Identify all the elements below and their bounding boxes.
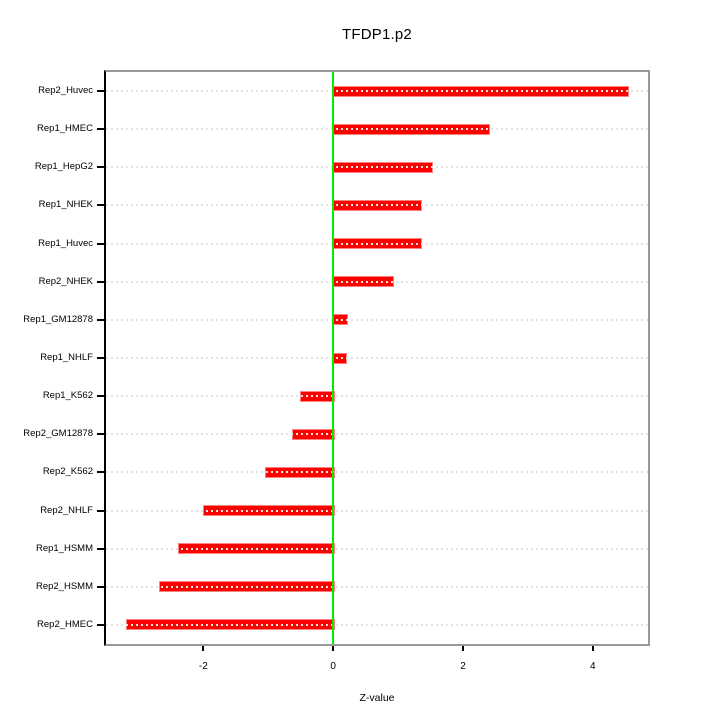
y-axis-tick: [97, 280, 105, 283]
gridline: [106, 357, 648, 359]
y-axis-tick: [97, 433, 105, 436]
y-axis-label: Rep2_GM12878: [23, 428, 93, 440]
x-axis-tick-label: -2: [198, 661, 208, 672]
gridline: [106, 318, 648, 321]
gridline: [106, 395, 648, 398]
y-axis-tick: [97, 471, 105, 474]
y-axis-tick: [97, 547, 105, 550]
gridline: [106, 471, 648, 474]
y-axis-tick: [97, 585, 105, 588]
x-axis-tick: [462, 646, 464, 651]
gridline: [106, 585, 648, 588]
y-axis-label: Rep1_NHEK: [38, 199, 93, 211]
y-axis-label: Rep2_K562: [42, 466, 93, 478]
y-axis-label: Rep1_HMEC: [37, 123, 93, 135]
y-axis-tick: [97, 509, 105, 512]
chart-title: TFDP1.p2: [342, 26, 412, 43]
y-axis-label: Rep2_HMEC: [37, 618, 93, 630]
y-axis-tick: [97, 395, 105, 398]
gridline: [106, 242, 648, 245]
y-axis-tick: [97, 90, 105, 93]
gridline: [106, 509, 648, 512]
y-axis-label: Rep1_NHLF: [40, 352, 93, 363]
x-axis-tick-label: 4: [590, 661, 596, 672]
gridline: [106, 280, 648, 283]
y-axis-tick: [97, 242, 105, 245]
x-axis-tick-label: 2: [460, 661, 466, 672]
y-axis-tick: [97, 318, 105, 321]
x-axis-tick-label: 0: [330, 661, 336, 672]
y-axis-tick: [97, 623, 105, 626]
gridline: [106, 547, 648, 550]
x-axis-title: Z-value: [359, 692, 395, 704]
y-axis-label: Rep1_GM12878: [23, 313, 93, 325]
y-axis-label: Rep2_NHLF: [40, 504, 93, 516]
x-axis-tick: [332, 646, 335, 651]
gridline: [106, 166, 648, 169]
plot-area: [104, 70, 650, 646]
gridline: [106, 623, 648, 626]
zero-reference-line: [332, 72, 335, 644]
y-axis-label: Rep2_HSMM: [35, 580, 93, 592]
y-axis-label: Rep1_HSMM: [35, 542, 93, 554]
y-axis-tick: [97, 357, 105, 359]
y-axis-tick: [97, 128, 105, 131]
y-axis-label: Rep1_K562: [42, 390, 93, 402]
gridline: [106, 90, 648, 93]
y-axis-tick: [97, 166, 105, 169]
y-axis-label: Rep2_NHEK: [38, 275, 93, 287]
y-axis-label: Rep1_Huvec: [38, 237, 93, 249]
gridline: [106, 433, 648, 436]
y-axis-label: Rep1_HepG2: [34, 161, 93, 173]
y-axis-label: Rep2_Huvec: [38, 85, 93, 97]
y-axis-tick: [97, 204, 105, 207]
x-axis-tick: [591, 646, 594, 651]
gridline: [106, 128, 648, 131]
x-axis-tick: [202, 646, 205, 651]
gridline: [106, 204, 648, 207]
